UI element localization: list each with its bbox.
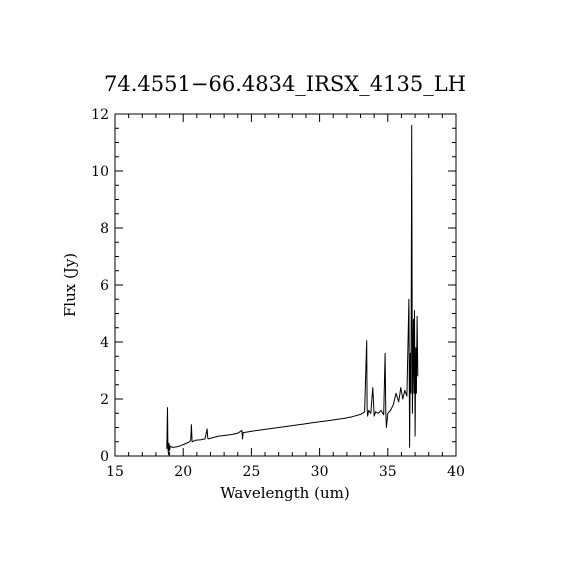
y-tick-label: 6 xyxy=(100,278,109,294)
x-tick-labels: 15 20 25 30 35 40 xyxy=(106,464,465,480)
y-tick-label: 4 xyxy=(100,335,109,351)
y-axis-label: Flux (Jy) xyxy=(61,253,79,317)
x-tick-label: 25 xyxy=(242,464,260,480)
x-tick-label: 35 xyxy=(379,464,397,480)
y-tick-label: 12 xyxy=(91,107,109,123)
plot-frame xyxy=(114,113,457,457)
tick-marks xyxy=(114,113,457,457)
y-tick-label: 2 xyxy=(100,392,109,408)
y-tick-label: 10 xyxy=(91,164,109,180)
y-tick-labels: 0 2 4 6 8 10 12 xyxy=(91,107,109,465)
x-tick-label: 30 xyxy=(311,464,329,480)
y-tick-label: 8 xyxy=(100,221,109,237)
spectrum-line xyxy=(166,124,419,456)
x-tick-label: 20 xyxy=(174,464,192,480)
x-axis-label: Wavelength (um) xyxy=(220,484,349,502)
chart-title: 74.4551−66.4834_IRSX_4135_LH xyxy=(104,72,466,96)
x-tick-label: 15 xyxy=(106,464,124,480)
y-tick-label: 0 xyxy=(100,449,109,465)
x-tick-label: 40 xyxy=(447,464,465,480)
